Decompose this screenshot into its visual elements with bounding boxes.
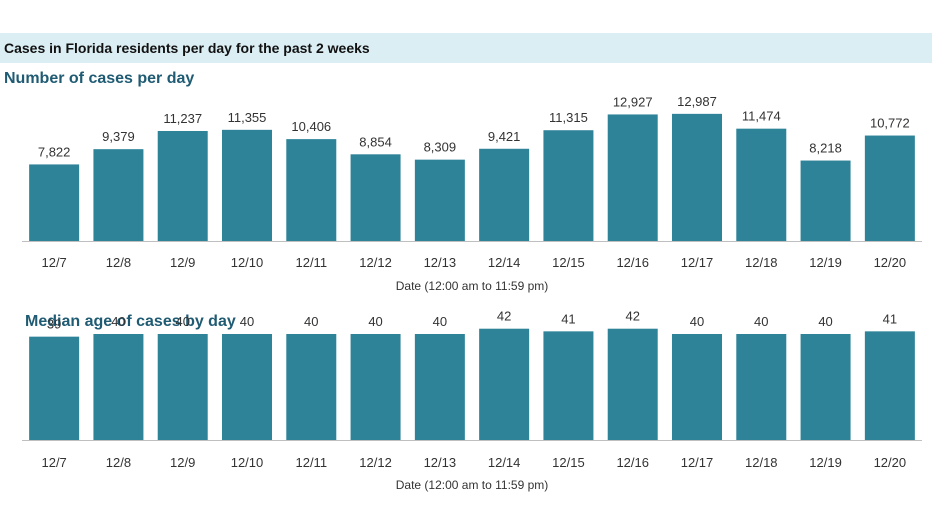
cases-x-tick-label: 12/14 [488,255,521,270]
cases-bar [414,159,465,241]
cases-bar [29,164,80,241]
age-value-label: 40 [433,314,447,329]
cases-value-label: 10,772 [870,116,910,131]
cases-x-tick-label: 12/10 [231,255,264,270]
cases-value-label: 12,987 [677,94,717,109]
age-x-axis-title: Date (12:00 am to 11:59 pm) [396,478,549,492]
age-x-tick-label: 12/14 [488,455,521,470]
age-bar [607,328,658,440]
cases-x-tick-label: 12/15 [552,255,585,270]
cases-bar [543,130,594,241]
age-value-label: 40 [111,314,125,329]
age-bar [93,334,144,440]
age-bar [350,334,401,440]
cases-value-label: 7,822 [38,144,71,159]
cases-x-tick-label: 12/11 [295,255,327,270]
age-x-tick-label: 12/11 [295,455,327,470]
age-chart: 39 12/7 40 12/8 40 12/9 40 12/10 40 12/11 40 12/12 4… [22,309,922,492]
cases-x-tick-label: 12/19 [809,255,842,270]
age-x-tick-label: 12/17 [681,455,714,470]
age-bar [864,331,915,440]
cases-value-label: 8,309 [424,140,457,155]
banner-title: Cases in Florida residents per day for t… [4,40,370,56]
cases-x-tick-label: 12/13 [424,255,457,270]
cases-value-label: 11,315 [549,110,588,125]
cases-x-tick-label: 12/7 [41,255,66,270]
age-x-tick-label: 12/20 [874,455,907,470]
cases-bar [286,139,337,241]
cases-bar [672,113,722,241]
cases-x-tick-label: 12/16 [616,255,649,270]
cases-x-tick-label: 12/17 [681,255,714,270]
age-value-label: 40 [368,314,382,329]
cases-bar [479,148,530,241]
age-value-label: 42 [625,309,639,324]
age-x-tick-label: 12/15 [552,455,585,470]
cases-chart: 7,822 12/7 9,379 12/8 11,237 12/9 11,355 12/10 1… [22,94,922,293]
age-x-tick-label: 12/9 [170,455,195,470]
age-value-label: 40 [818,314,832,329]
median-age-chart-title: Median age of cases by day [25,313,236,330]
age-bar [736,334,787,440]
cases-bar [736,128,787,241]
age-bar [222,334,272,440]
age-bar [543,331,594,440]
age-value-label: 40 [304,314,318,329]
age-bar [29,336,80,440]
header-banner: Cases in Florida residents per day for t… [0,33,932,63]
age-bar [800,334,851,440]
cases-bar [864,135,915,241]
cases-value-label: 10,406 [291,119,331,134]
age-x-tick-label: 12/7 [41,455,66,470]
age-value-label: 40 [175,314,189,329]
cases-bar [93,149,144,241]
cases-value-label: 8,854 [359,134,392,149]
cases-bar [607,114,658,241]
age-bar [479,328,530,440]
cases-bar [222,129,272,241]
age-value-label: 40 [754,314,768,329]
age-value-label: 40 [240,314,254,329]
cases-value-label: 11,355 [228,110,267,125]
cases-value-label: 9,379 [102,129,135,144]
age-bar [157,334,208,440]
age-value-label: 40 [690,314,704,329]
cases-value-label: 8,218 [809,141,842,156]
age-bar [672,334,722,440]
cases-x-tick-label: 12/8 [106,255,131,270]
cases-value-label: 11,474 [742,109,781,124]
cases-x-tick-label: 12/9 [170,255,195,270]
age-value-label: 42 [497,309,511,324]
cases-x-tick-label: 12/12 [359,255,392,270]
cases-chart-title: Number of cases per day [4,70,195,87]
age-x-tick-label: 12/13 [424,455,457,470]
age-x-tick-label: 12/16 [616,455,649,470]
cases-value-label: 12,927 [613,94,653,109]
age-x-tick-label: 12/18 [745,455,778,470]
cases-bar [157,130,208,241]
age-value-label: 41 [883,311,897,326]
age-bar [414,334,465,440]
cases-x-tick-label: 12/20 [874,255,907,270]
cases-value-label: 9,421 [488,129,521,144]
age-value-label: 39 [47,317,61,332]
age-x-tick-label: 12/12 [359,455,392,470]
age-value-label: 41 [561,311,575,326]
cases-x-axis-title: Date (12:00 am to 11:59 pm) [396,279,549,293]
cases-value-label: 11,237 [163,111,202,126]
age-x-tick-label: 12/19 [809,455,842,470]
age-x-tick-label: 12/10 [231,455,264,470]
age-bar [286,334,337,440]
cases-x-tick-label: 12/18 [745,255,778,270]
age-x-tick-label: 12/8 [106,455,131,470]
cases-bar [800,160,851,241]
cases-bar [350,154,401,241]
